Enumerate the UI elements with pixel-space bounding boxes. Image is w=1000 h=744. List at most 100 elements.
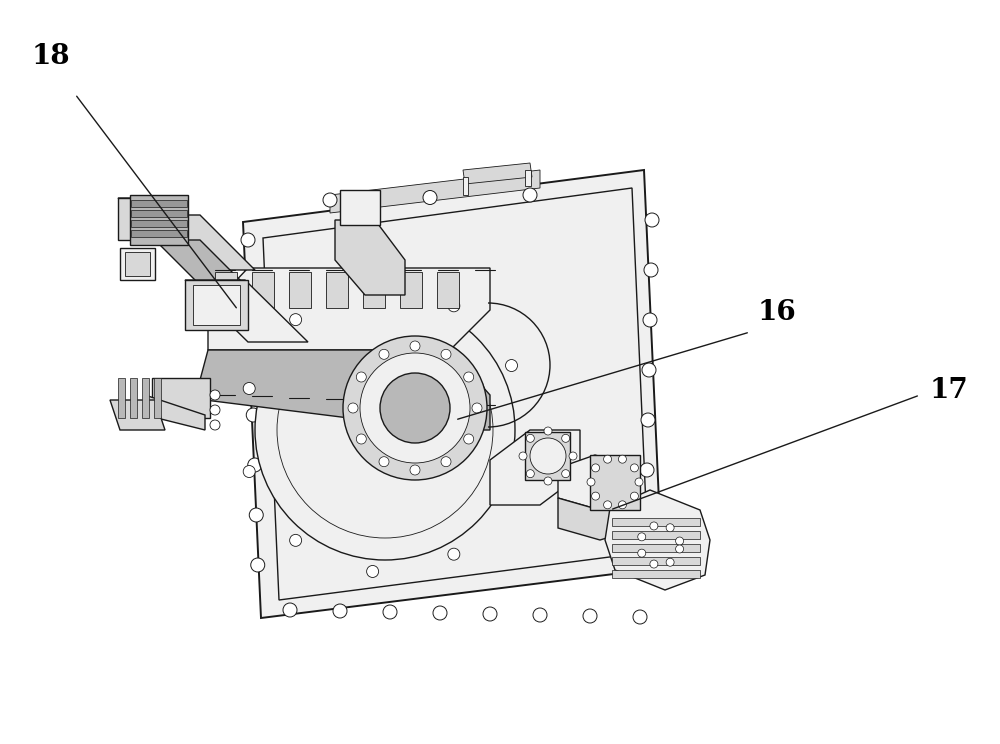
Polygon shape: [363, 272, 385, 308]
Circle shape: [243, 313, 257, 327]
Circle shape: [255, 300, 515, 560]
Polygon shape: [525, 170, 531, 186]
Polygon shape: [118, 198, 155, 240]
Circle shape: [448, 300, 460, 312]
Circle shape: [367, 565, 379, 577]
Circle shape: [569, 452, 577, 460]
Circle shape: [356, 372, 366, 382]
Polygon shape: [590, 455, 640, 510]
Polygon shape: [558, 455, 640, 510]
Circle shape: [441, 349, 451, 359]
Polygon shape: [131, 230, 187, 237]
Text: 16: 16: [758, 298, 797, 326]
Circle shape: [283, 603, 297, 617]
Polygon shape: [185, 280, 308, 342]
Circle shape: [638, 549, 646, 557]
Circle shape: [533, 608, 547, 622]
Circle shape: [592, 492, 600, 500]
Circle shape: [210, 390, 220, 400]
Circle shape: [643, 313, 657, 327]
Circle shape: [526, 434, 534, 443]
Circle shape: [666, 558, 674, 566]
Circle shape: [323, 193, 337, 207]
Circle shape: [640, 463, 654, 477]
Circle shape: [638, 533, 646, 541]
Circle shape: [650, 560, 658, 568]
Polygon shape: [605, 490, 710, 590]
Circle shape: [248, 458, 262, 472]
Polygon shape: [437, 272, 459, 308]
Circle shape: [635, 478, 643, 486]
Circle shape: [243, 382, 255, 394]
Circle shape: [641, 413, 655, 427]
Circle shape: [245, 358, 259, 372]
Circle shape: [483, 607, 497, 621]
Polygon shape: [558, 498, 640, 540]
Circle shape: [360, 353, 470, 463]
Circle shape: [441, 457, 451, 466]
Polygon shape: [185, 280, 248, 330]
Circle shape: [464, 372, 474, 382]
Polygon shape: [463, 163, 532, 184]
Polygon shape: [125, 252, 150, 276]
Circle shape: [410, 465, 420, 475]
Circle shape: [666, 524, 674, 532]
Circle shape: [348, 403, 358, 413]
Circle shape: [645, 213, 659, 227]
Polygon shape: [131, 210, 187, 217]
Polygon shape: [155, 240, 255, 295]
Circle shape: [676, 537, 684, 545]
Circle shape: [380, 373, 450, 443]
Polygon shape: [330, 170, 540, 213]
Polygon shape: [263, 188, 648, 600]
Circle shape: [676, 545, 684, 553]
Polygon shape: [215, 272, 237, 308]
Circle shape: [506, 489, 518, 501]
Polygon shape: [612, 570, 700, 578]
Polygon shape: [200, 350, 490, 430]
Polygon shape: [142, 378, 149, 418]
Circle shape: [367, 283, 379, 295]
Circle shape: [583, 609, 597, 623]
Polygon shape: [152, 378, 210, 418]
Polygon shape: [243, 170, 662, 618]
Polygon shape: [340, 190, 380, 225]
Circle shape: [639, 513, 653, 527]
Circle shape: [379, 349, 389, 359]
Circle shape: [642, 363, 656, 377]
Polygon shape: [208, 268, 490, 350]
Circle shape: [604, 455, 612, 464]
Polygon shape: [612, 531, 700, 539]
Circle shape: [519, 452, 527, 460]
Circle shape: [630, 492, 638, 500]
Circle shape: [423, 190, 437, 205]
Circle shape: [618, 455, 626, 464]
Circle shape: [343, 336, 487, 480]
Polygon shape: [289, 272, 311, 308]
Polygon shape: [400, 272, 422, 308]
Circle shape: [383, 605, 397, 619]
Circle shape: [562, 434, 570, 443]
Circle shape: [251, 558, 265, 572]
Circle shape: [426, 303, 550, 427]
Polygon shape: [463, 177, 468, 195]
Circle shape: [630, 464, 638, 472]
Polygon shape: [131, 200, 187, 207]
Circle shape: [530, 438, 566, 474]
Circle shape: [464, 434, 474, 444]
Circle shape: [241, 233, 255, 247]
Circle shape: [210, 420, 220, 430]
Polygon shape: [326, 272, 348, 308]
Polygon shape: [612, 544, 700, 552]
Circle shape: [290, 534, 302, 546]
Circle shape: [526, 469, 534, 478]
Circle shape: [448, 548, 460, 560]
Circle shape: [333, 604, 347, 618]
Circle shape: [544, 477, 552, 485]
Polygon shape: [612, 557, 700, 565]
Polygon shape: [130, 378, 137, 418]
Circle shape: [618, 501, 626, 509]
Polygon shape: [155, 215, 255, 270]
Circle shape: [356, 434, 366, 444]
Circle shape: [506, 359, 518, 371]
